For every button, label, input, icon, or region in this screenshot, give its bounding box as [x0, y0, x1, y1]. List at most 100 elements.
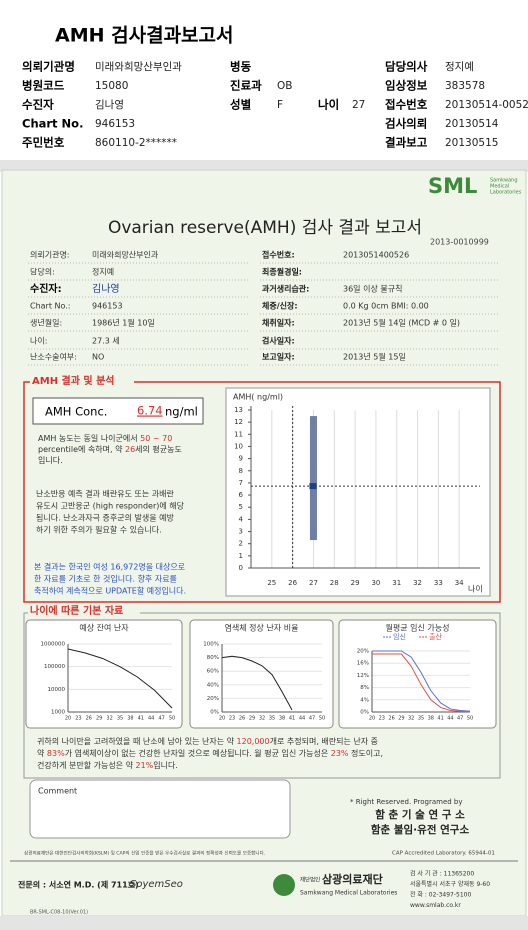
field-value: 20130514-0052 — [445, 99, 528, 111]
field-label: 접수번호: — [262, 250, 295, 260]
logo: SML — [428, 174, 477, 198]
field-value: 860110-2****** — [95, 137, 177, 149]
field-value: NO — [92, 353, 104, 362]
field-label: 채취일자: — [262, 318, 295, 328]
address: 전 화 : 02-3497-5100 — [410, 891, 471, 899]
credit: 함 춘 기 술 연 구 소 — [375, 808, 465, 821]
y-tick-label: 80% — [207, 655, 219, 661]
field-label: 의뢰기관명 — [22, 60, 75, 74]
field-value: 15080 — [95, 80, 128, 92]
y-tick-label: 40% — [207, 682, 219, 688]
x-tick-label: 32 — [259, 716, 265, 722]
x-tick-label: 26 — [288, 579, 297, 587]
comment-box — [29, 779, 291, 839]
logo-sub: Laboratories — [490, 190, 522, 196]
text-segment: 건강하게 분만할 가능성은 약 — [37, 760, 136, 770]
credit: * Right Reserved. Programed by — [350, 798, 463, 806]
conc-label: AMH Conc. — [45, 405, 107, 419]
x-tick-label: 47 — [457, 716, 463, 722]
legend-label: 임신 — [393, 632, 406, 641]
y-tick-label: 1 — [239, 552, 243, 560]
y-tick-label: 0% — [360, 710, 369, 716]
x-tick-label: 28 — [330, 579, 339, 587]
axis-title: 나이 — [468, 584, 483, 594]
y-tick-label: 13 — [234, 406, 243, 414]
field-value: 946153 — [95, 118, 135, 130]
y-tick-label: 3 — [239, 528, 243, 536]
x-tick-label: 23 — [379, 716, 385, 722]
x-tick-label: 29 — [351, 579, 360, 587]
text-segment: 23% — [331, 749, 349, 758]
x-tick-label: 44 — [299, 716, 305, 722]
form-number: BR-SML-C08-10(Ver.01) — [30, 910, 88, 916]
y-tick-label: 60% — [207, 669, 219, 675]
text-line: 건강하게 분만할 가능성은 약 21%입니다. — [37, 760, 178, 770]
text-segment: AMH 농도는 동일 나이군에서 — [38, 433, 140, 443]
org-en: Samkwang Medical Laboratories — [300, 890, 397, 897]
range-bar — [309, 416, 317, 541]
field-label: 체중/신장: — [262, 301, 298, 311]
y-tick-label: 4 — [239, 515, 244, 523]
x-tick-label: 23 — [75, 716, 81, 722]
x-tick-label: 32 — [408, 716, 414, 722]
x-tick-label: 26 — [388, 716, 394, 722]
field-label: 최종월경일: — [262, 267, 302, 277]
field-value: OB — [277, 80, 292, 92]
field-label: 나이 — [318, 98, 339, 112]
field-value: 20130514 — [445, 118, 499, 130]
text-segment: 가 염색체이상이 없는 건강한 난자일 것으로 예상됩니다. 월 평균 임신 가… — [65, 748, 331, 758]
section-heading: AMH 결과 및 분석 — [32, 374, 115, 387]
conc-box — [32, 397, 204, 425]
x-tick-label: 35 — [269, 716, 275, 722]
field-label: 보고일자: — [262, 352, 295, 362]
x-tick-label: 25 — [267, 579, 276, 587]
x-tick-label: 29 — [96, 716, 102, 722]
y-tick-label: 100000 — [44, 664, 65, 670]
y-tick-label: 20% — [207, 696, 219, 702]
field-label: 병원코드 — [22, 79, 65, 93]
x-tick-label: 47 — [158, 716, 164, 722]
field-label: 검사일자: — [262, 336, 295, 346]
chart-box — [225, 387, 491, 597]
field-label: 의뢰기관명: — [30, 250, 70, 260]
heading-bg — [28, 605, 140, 617]
x-tick-label: 41 — [138, 716, 144, 722]
y-tick-label: 1000000 — [41, 642, 66, 648]
text-line: 축적하여 계속적으로 UPDATE할 예정입니다. — [34, 586, 186, 596]
field-value: 383578 — [445, 80, 485, 92]
y-tick-label: 8 — [239, 467, 243, 475]
credit: 함춘 불임·유전 연구소 — [371, 823, 470, 836]
x-tick-label: 20 — [65, 716, 71, 722]
y-tick-label: 16% — [357, 661, 369, 667]
field-value: 미래와희망산부인과 — [95, 61, 182, 73]
x-tick-label: 26 — [239, 716, 245, 722]
chart-title: 월평균 임신 가능성 — [386, 623, 450, 633]
divider — [0, 160, 528, 172]
result-marker — [309, 483, 317, 490]
field-value: 27.3 세 — [92, 337, 120, 346]
y-tick-label: 10 — [234, 442, 243, 450]
text-line: 귀하의 나이만을 고려하였을 때 난소에 남아 있는 난자는 약 120,000… — [37, 736, 378, 746]
x-tick-label: 38 — [127, 716, 133, 722]
field-label: 담당의사 — [385, 60, 428, 74]
text-line: 약 83%가 염색체이상이 없는 건강한 난자일 것으로 예상됩니다. 월 평균… — [37, 748, 383, 758]
doctor: 전문의 : 서소연 M.D. (제 711호) — [18, 880, 139, 890]
x-tick-label: 47 — [309, 716, 315, 722]
text-segment: 입니다. — [153, 760, 178, 770]
text-line: 본 결과는 한국인 여성 16,972명을 대상으로 — [34, 562, 185, 572]
y-tick-label: 100% — [203, 642, 219, 648]
section-heading: 나이에 따른 기본 자료 — [30, 604, 123, 617]
field-value: 정지예 — [92, 267, 114, 277]
field-value: 0.0 Kg 0cm BMI: 0.00 — [343, 302, 429, 311]
address: 서울특별시 서초구 양재동 9-60 — [410, 880, 490, 888]
field-label: 생년월일: — [30, 318, 62, 328]
field-value: 김나영 — [95, 99, 124, 111]
field-value: 김나영 — [92, 283, 120, 295]
y-tick-label: 10000 — [48, 687, 66, 693]
conc-value: 6.74 — [137, 404, 163, 418]
x-tick-label: 44 — [447, 716, 453, 722]
chart-box — [189, 619, 334, 729]
x-tick-label: 33 — [434, 579, 443, 587]
x-tick-label: 29 — [249, 716, 255, 722]
field-value: 2013년 5월 14일 (MCD # 0 일) — [343, 318, 460, 328]
